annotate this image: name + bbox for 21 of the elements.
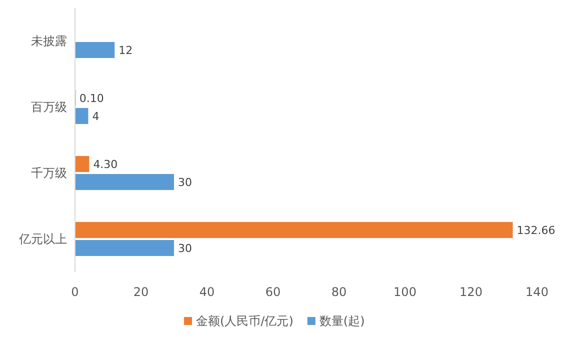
x-tick-label: 100 [394, 285, 416, 299]
x-tick-label: 60 [265, 285, 281, 299]
data-label: 30 [178, 176, 192, 189]
x-tick-label: 140 [526, 285, 548, 299]
legend-label: 金额(人民币/亿元) [196, 314, 294, 328]
y-tick-label: 亿元以上 [18, 232, 67, 246]
x-tick-label: 20 [133, 285, 149, 299]
x-tick-label: 0 [71, 285, 79, 299]
data-label: 4 [92, 110, 100, 123]
x-tick-label: 120 [460, 285, 482, 299]
x-tick-label: 40 [199, 285, 215, 299]
y-tick-label: 百万级 [31, 100, 67, 114]
data-label: 30 [178, 242, 192, 255]
data-label: 4.30 [93, 158, 118, 171]
y-tick-label: 未披露 [31, 34, 67, 48]
data-label: 0.10 [79, 92, 104, 105]
data-label: 12 [118, 44, 133, 57]
data-label: 132.66 [516, 224, 556, 237]
legend-label: 数量(起) [319, 314, 365, 328]
y-tick-label: 千万级 [31, 166, 67, 180]
x-tick-label: 80 [331, 285, 347, 299]
